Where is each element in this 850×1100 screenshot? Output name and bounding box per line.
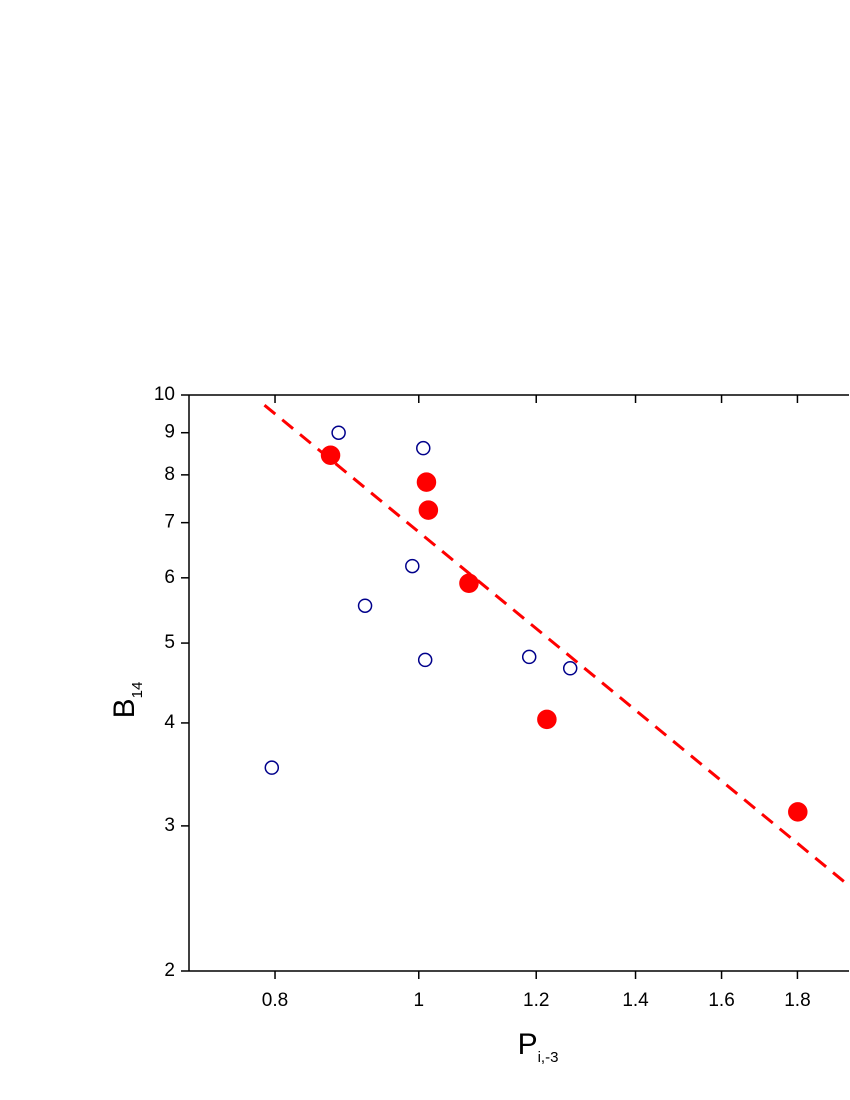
x-tick-label: 1.2 bbox=[523, 990, 549, 1011]
y-tick-label: 2 bbox=[164, 960, 175, 981]
x-tick-label: 1.6 bbox=[708, 990, 734, 1011]
y-tick-label: 3 bbox=[164, 815, 175, 836]
data-point bbox=[562, 661, 578, 676]
data-point bbox=[418, 500, 439, 520]
data-point bbox=[416, 440, 431, 456]
data-point bbox=[521, 649, 537, 665]
data-point bbox=[320, 445, 341, 466]
y-tick-label: 7 bbox=[164, 512, 175, 533]
y-tick-label: 6 bbox=[164, 567, 175, 588]
x-label-sub: i,-3 bbox=[538, 1049, 559, 1066]
data-point bbox=[416, 472, 437, 492]
data-point bbox=[417, 652, 433, 668]
y-tick-label: 5 bbox=[164, 632, 175, 653]
y-tick-label: 9 bbox=[164, 422, 175, 443]
data-point bbox=[357, 598, 373, 613]
y-tick-label: 10 bbox=[154, 384, 175, 405]
y-tick-label: 8 bbox=[164, 464, 175, 485]
x-tick-label: 1.8 bbox=[784, 990, 810, 1011]
data-point bbox=[459, 573, 479, 593]
data-point bbox=[405, 558, 420, 574]
data-point bbox=[537, 709, 557, 730]
x-tick-label: 0.8 bbox=[262, 990, 288, 1011]
x-label-main: P bbox=[518, 1028, 538, 1061]
x-tick-label: 1.4 bbox=[622, 990, 649, 1011]
x-tick-label: 1 bbox=[413, 990, 424, 1011]
y-axis-label: B14 bbox=[108, 682, 146, 719]
data-point bbox=[788, 802, 808, 822]
data-point bbox=[264, 760, 280, 775]
fit-line bbox=[263, 404, 848, 886]
y-label-sub: 14 bbox=[129, 682, 146, 699]
y-label-main: B bbox=[108, 698, 141, 718]
data-point bbox=[331, 425, 346, 440]
x-axis-label: Pi,-3 bbox=[518, 1028, 559, 1066]
y-tick-label: 4 bbox=[164, 712, 175, 733]
